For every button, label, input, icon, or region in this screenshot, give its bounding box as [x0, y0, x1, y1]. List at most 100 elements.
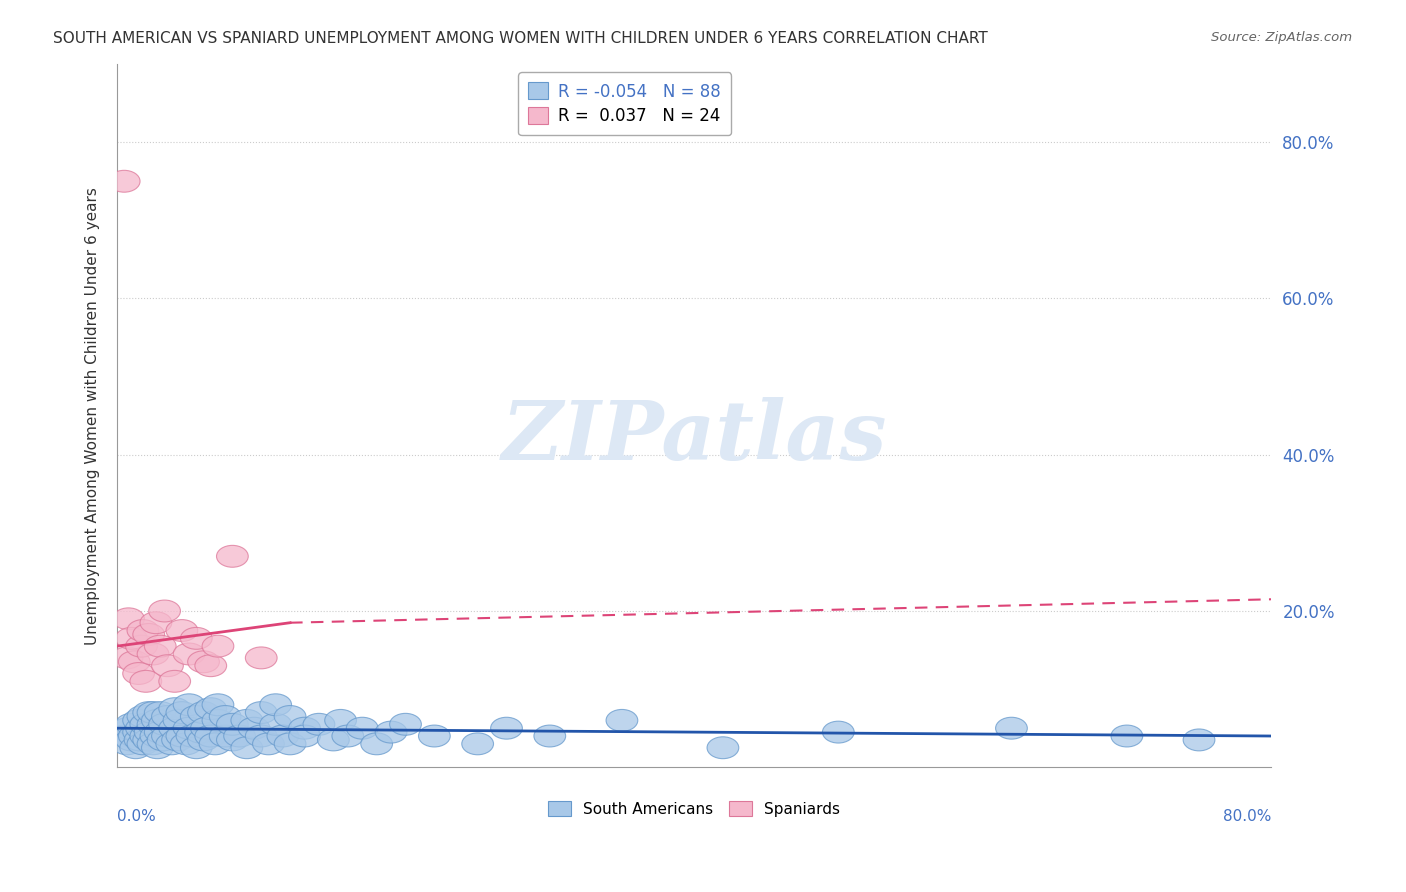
Ellipse shape — [260, 714, 291, 735]
Ellipse shape — [122, 663, 155, 684]
Ellipse shape — [142, 709, 173, 731]
Ellipse shape — [180, 706, 212, 727]
Ellipse shape — [127, 733, 159, 755]
Ellipse shape — [184, 721, 217, 743]
Ellipse shape — [224, 725, 256, 747]
Ellipse shape — [187, 702, 219, 723]
Ellipse shape — [202, 709, 233, 731]
Ellipse shape — [127, 620, 159, 641]
Ellipse shape — [118, 725, 150, 747]
Ellipse shape — [260, 694, 291, 715]
Ellipse shape — [318, 729, 349, 751]
Ellipse shape — [145, 721, 176, 743]
Ellipse shape — [332, 725, 364, 747]
Ellipse shape — [361, 733, 392, 755]
Ellipse shape — [122, 709, 155, 731]
Ellipse shape — [108, 170, 141, 192]
Ellipse shape — [162, 729, 194, 751]
Ellipse shape — [187, 651, 219, 673]
Ellipse shape — [138, 643, 169, 665]
Ellipse shape — [231, 737, 263, 759]
Ellipse shape — [217, 545, 249, 567]
Ellipse shape — [246, 702, 277, 723]
Text: SOUTH AMERICAN VS SPANIARD UNEMPLOYMENT AMONG WOMEN WITH CHILDREN UNDER 6 YEARS : SOUTH AMERICAN VS SPANIARD UNEMPLOYMENT … — [53, 31, 988, 46]
Ellipse shape — [1182, 729, 1215, 751]
Ellipse shape — [209, 725, 240, 747]
Ellipse shape — [170, 733, 202, 755]
Ellipse shape — [120, 737, 152, 759]
Ellipse shape — [246, 725, 277, 747]
Ellipse shape — [152, 725, 183, 747]
Ellipse shape — [129, 714, 162, 735]
Ellipse shape — [159, 698, 191, 720]
Ellipse shape — [108, 725, 141, 747]
Ellipse shape — [274, 706, 307, 727]
Ellipse shape — [132, 624, 165, 646]
Ellipse shape — [288, 717, 321, 739]
Ellipse shape — [267, 725, 298, 747]
Text: 0.0%: 0.0% — [117, 809, 156, 824]
Ellipse shape — [180, 737, 212, 759]
Ellipse shape — [166, 725, 198, 747]
Ellipse shape — [180, 627, 212, 649]
Legend: South Americans, Spaniards: South Americans, Spaniards — [543, 795, 846, 823]
Ellipse shape — [122, 721, 155, 743]
Ellipse shape — [195, 698, 226, 720]
Ellipse shape — [138, 714, 169, 735]
Ellipse shape — [274, 733, 307, 755]
Ellipse shape — [173, 643, 205, 665]
Ellipse shape — [132, 729, 165, 751]
Ellipse shape — [173, 694, 205, 715]
Ellipse shape — [149, 714, 180, 735]
Ellipse shape — [491, 717, 523, 739]
Ellipse shape — [115, 729, 148, 751]
Ellipse shape — [606, 709, 638, 731]
Ellipse shape — [173, 717, 205, 739]
Ellipse shape — [156, 733, 187, 755]
Ellipse shape — [163, 709, 195, 731]
Ellipse shape — [111, 647, 143, 669]
Ellipse shape — [202, 694, 233, 715]
Ellipse shape — [187, 729, 219, 751]
Ellipse shape — [118, 651, 150, 673]
Ellipse shape — [127, 706, 159, 727]
Ellipse shape — [304, 714, 335, 735]
Ellipse shape — [138, 733, 169, 755]
Y-axis label: Unemployment Among Women with Children Under 6 years: Unemployment Among Women with Children U… — [86, 186, 100, 645]
Ellipse shape — [200, 733, 231, 755]
Ellipse shape — [707, 737, 738, 759]
Ellipse shape — [534, 725, 565, 747]
Ellipse shape — [166, 702, 198, 723]
Ellipse shape — [202, 635, 233, 657]
Ellipse shape — [191, 717, 222, 739]
Ellipse shape — [159, 671, 191, 692]
Ellipse shape — [346, 717, 378, 739]
Ellipse shape — [995, 717, 1028, 739]
Ellipse shape — [217, 714, 249, 735]
Ellipse shape — [288, 725, 321, 747]
Ellipse shape — [111, 733, 143, 755]
Ellipse shape — [112, 607, 145, 630]
Ellipse shape — [141, 612, 172, 633]
Ellipse shape — [149, 600, 180, 622]
Ellipse shape — [375, 721, 406, 743]
Ellipse shape — [246, 647, 277, 669]
Ellipse shape — [152, 655, 183, 677]
Ellipse shape — [461, 733, 494, 755]
Ellipse shape — [132, 702, 165, 723]
Text: Source: ZipAtlas.com: Source: ZipAtlas.com — [1212, 31, 1353, 45]
Ellipse shape — [166, 620, 198, 641]
Ellipse shape — [195, 655, 226, 677]
Ellipse shape — [142, 737, 173, 759]
Ellipse shape — [238, 717, 270, 739]
Text: ZIPatlas: ZIPatlas — [502, 397, 887, 476]
Ellipse shape — [125, 635, 157, 657]
Text: 80.0%: 80.0% — [1223, 809, 1271, 824]
Ellipse shape — [124, 729, 156, 751]
Ellipse shape — [129, 671, 162, 692]
Ellipse shape — [145, 702, 176, 723]
Ellipse shape — [209, 706, 240, 727]
Ellipse shape — [823, 721, 855, 743]
Ellipse shape — [115, 627, 148, 649]
Ellipse shape — [141, 725, 172, 747]
